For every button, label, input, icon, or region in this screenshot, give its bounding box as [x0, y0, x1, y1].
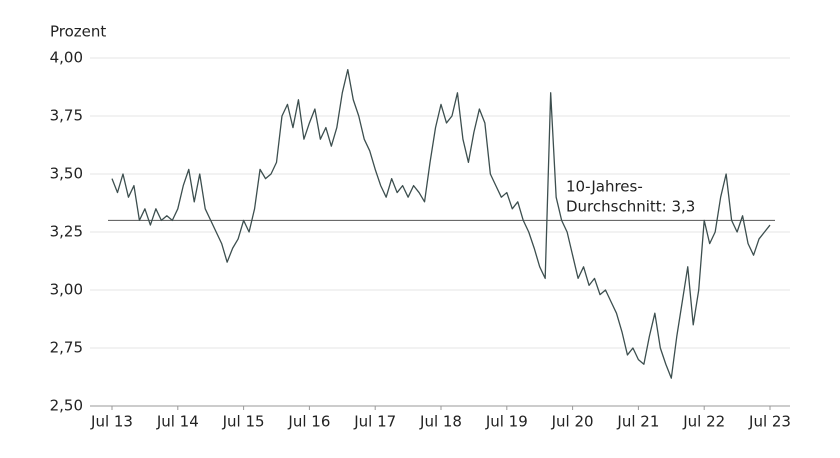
y-tick-label: 3,75: [50, 107, 83, 125]
y-tick-label: 3,00: [50, 281, 83, 299]
y-tick-label: 2,50: [50, 397, 83, 415]
x-tick-label: Jul 20: [551, 413, 594, 431]
x-tick-label: Jul 17: [353, 413, 396, 431]
line-series: [111, 68, 771, 379]
annotation: 10-Jahres-: [566, 178, 643, 196]
x-tick-label: Jul 14: [156, 413, 199, 431]
y-axis-label: Prozent: [50, 23, 106, 41]
x-tick-label: Jul 16: [287, 413, 330, 431]
annotation: Durchschnitt: 3,3: [566, 198, 695, 216]
y-tick-label: 2,75: [50, 339, 83, 357]
x-tick-label: Jul 15: [222, 413, 265, 431]
y-tick-label: 3,50: [50, 165, 83, 183]
x-tick-label: Jul 19: [485, 413, 528, 431]
y-tick-label: 4,00: [50, 49, 83, 67]
x-tick-label: Jul 23: [748, 413, 791, 431]
y-tick-label: 3,25: [50, 223, 83, 241]
x-tick-label: Jul 22: [682, 413, 725, 431]
x-tick-label: Jul 18: [419, 413, 462, 431]
x-tick-label: Jul 21: [616, 413, 659, 431]
x-tick-label: Jul 13: [90, 413, 133, 431]
